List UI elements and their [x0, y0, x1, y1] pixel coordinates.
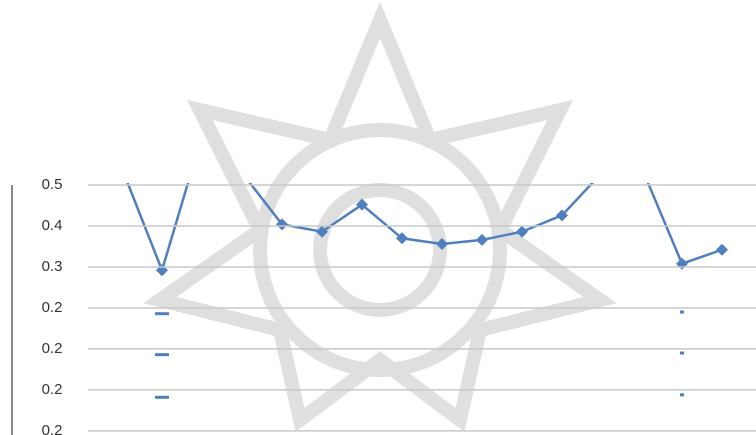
point	[716, 244, 728, 256]
point	[155, 353, 169, 356]
point	[680, 393, 684, 396]
y-tick-label: 0.2	[42, 422, 63, 435]
y-tick-label: 0.3	[42, 258, 63, 275]
page: 0.50.40.30.20.20.20.2 (() => { const dat…	[0, 0, 756, 435]
y-tick-label: 0.2	[42, 299, 63, 316]
point	[476, 234, 488, 246]
point	[680, 311, 684, 314]
chart: 0.5 0.4 0.3 0.2 0.2 0.2 0.2	[0, 0, 756, 435]
y-tick-label: 0.2	[42, 381, 63, 398]
point	[676, 258, 688, 270]
y-tick-label: 0.5	[42, 176, 63, 193]
point	[680, 352, 684, 355]
point	[156, 264, 168, 276]
point	[116, 163, 128, 175]
point	[155, 396, 169, 399]
y-tick-label: 0.4	[42, 217, 63, 234]
y-tick-label: 0.2	[42, 340, 63, 357]
point	[636, 163, 648, 175]
point	[596, 167, 608, 179]
point	[155, 312, 169, 315]
